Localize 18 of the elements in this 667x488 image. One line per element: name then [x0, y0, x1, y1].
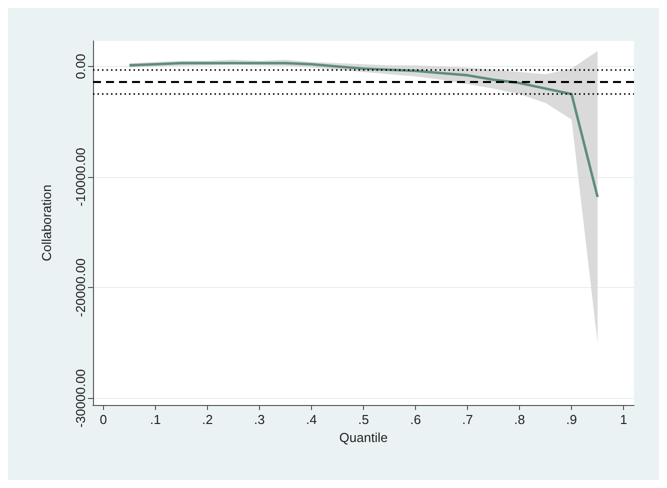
y-tick-label: 0.00 [73, 54, 88, 80]
x-tick-label: .1 [150, 412, 161, 427]
x-tick-label: .7 [462, 412, 473, 427]
x-tick-label: .8 [514, 412, 525, 427]
x-tick-label: 0 [100, 412, 108, 427]
x-tick-label: .4 [306, 412, 317, 427]
x-tick-label: .2 [202, 412, 213, 427]
y-axis-title: Collaboration [39, 184, 54, 262]
line-series [128, 62, 599, 198]
x-tick-label: .5 [358, 412, 369, 427]
y-tick-label: -10000.00 [73, 148, 88, 206]
x-tick-label: .9 [566, 412, 577, 427]
x-tick-label: 1 [620, 412, 628, 427]
x-axis-title: Quantile [339, 430, 388, 445]
y-tick-label: -30000.00 [73, 369, 88, 428]
x-tick-label: .3 [254, 412, 265, 427]
x-tick-label: .6 [410, 412, 421, 427]
y-tick-label: -20000.00 [73, 258, 88, 318]
